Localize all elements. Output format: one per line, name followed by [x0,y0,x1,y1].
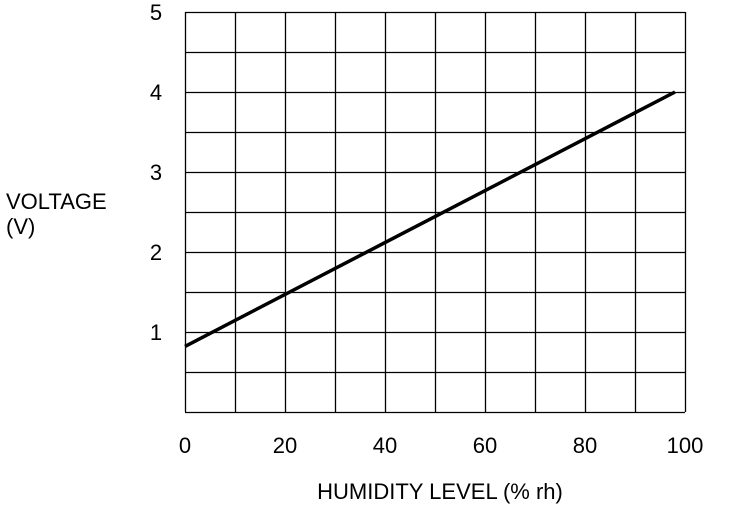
grid [184,11,687,414]
y-tick-labels: 1 2 3 4 5 [150,0,162,345]
y-tick-label: 2 [150,240,162,265]
x-tick-label: 20 [273,433,297,458]
x-tick-label: 60 [473,433,497,458]
series-line [184,90,676,348]
x-tick-label: 0 [179,433,191,458]
series-layer [184,90,676,348]
x-tick-labels: 0 20 40 60 80 100 [179,433,703,458]
y-tick-label: 1 [150,320,162,345]
x-tick-label: 100 [667,433,704,458]
y-tick-label: 5 [150,0,162,25]
y-tick-label: 3 [150,160,162,185]
x-tick-label: 80 [573,433,597,458]
y-axis-title-line-1: VOLTAGE [6,189,107,214]
x-axis-title: HUMIDITY LEVEL (% rh) [317,479,563,504]
y-axis-title-line-2: (V) [6,214,35,239]
y-tick-label: 4 [150,80,162,105]
x-tick-label: 40 [373,433,397,458]
